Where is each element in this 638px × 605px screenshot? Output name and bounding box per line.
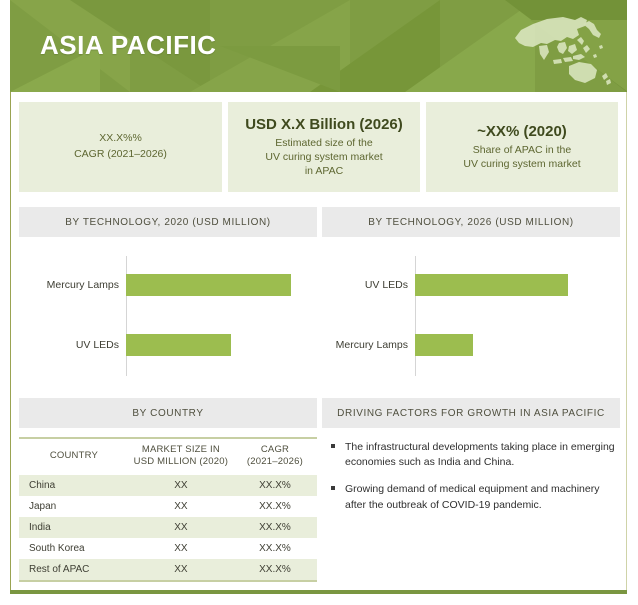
bar-label: UV LEDs [364, 279, 408, 291]
table-row: South Korea XX XX.X% [19, 537, 317, 559]
poly-facet [10, 46, 100, 92]
stat-share-line2: UV curing system market [463, 157, 581, 170]
cell-cagr: XX.X% [259, 521, 291, 533]
poly-facet [220, 46, 340, 92]
section-header-by-country: BY COUNTRY [19, 398, 317, 428]
stat-market-size-line1: Estimated size of the [275, 136, 373, 149]
summary-stats-row: XX.X%% CAGR (2021–2026) USD X.X Billion … [11, 102, 626, 192]
column-header-market-size: MARKET SIZE IN USD MILLION (2020) [129, 439, 233, 475]
cell-cagr: XX.X% [259, 563, 291, 575]
chart-technology-2026: UV LEDs Mercury Lamps [322, 248, 620, 383]
bar-uv-leds-2020 [126, 334, 231, 356]
section-header-technology-2020: BY TECHNOLOGY, 2020 (USD MILLION) [19, 207, 317, 237]
cell-cagr: XX.X% [259, 500, 291, 512]
stat-card-market-size: USD X.X Billion (2026) Estimated size of… [228, 102, 420, 192]
table-header-row: COUNTRY MARKET SIZE IN USD MILLION (2020… [19, 439, 317, 475]
bar-label: Mercury Lamps [46, 279, 119, 291]
asia-pacific-map-icon [515, 17, 611, 85]
stat-card-share: ~XX% (2020) Share of APAC in the UV curi… [426, 102, 618, 192]
cell-cagr: XX.X% [259, 479, 291, 491]
cell-country: South Korea [29, 542, 85, 554]
cell-market-size: XX [174, 563, 188, 575]
country-market-table: COUNTRY MARKET SIZE IN USD MILLION (2020… [19, 437, 317, 582]
cell-country: Japan [29, 500, 57, 512]
bar-mercury-lamps-2020 [126, 274, 291, 296]
stat-share-line1: Share of APAC in the [472, 143, 572, 156]
column-header-cagr-line1: CAGR [260, 444, 290, 455]
cell-country: Rest of APAC [29, 563, 90, 575]
header-banner: ASIA PACIFIC [10, 0, 627, 92]
bar-mercury-lamps-2026 [415, 334, 473, 356]
table-row: India XX XX.X% [19, 516, 317, 538]
stat-market-size-line2: UV curing system market [265, 150, 383, 163]
bar-label: UV LEDs [75, 339, 119, 351]
cell-market-size: XX [174, 521, 188, 533]
bar-row: Mercury Lamps [19, 274, 291, 296]
column-header-market-size-line1: MARKET SIZE IN [141, 444, 220, 455]
section-header-driving-factors: DRIVING FACTORS FOR GROWTH IN ASIA PACIF… [322, 398, 620, 428]
table-row: China XX XX.X% [19, 474, 317, 496]
column-header-market-size-line2: USD MILLION (2020) [133, 456, 229, 468]
bar-row: UV LEDs [322, 274, 568, 296]
list-item: The infrastructural developments taking … [330, 440, 620, 470]
chart-axis-line [126, 256, 127, 376]
section-header-technology-2026: BY TECHNOLOGY, 2026 (USD MILLION) [322, 207, 620, 237]
square-bullet-icon [331, 444, 335, 448]
bar-row: UV LEDs [19, 334, 231, 356]
chart-technology-2020: Mercury Lamps UV LEDs [19, 248, 317, 383]
table-row: Japan XX XX.X% [19, 495, 317, 517]
cell-market-size: XX [174, 542, 188, 554]
driving-factor-text: The infrastructural developments taking … [345, 441, 615, 469]
table-row: Rest of APAC XX XX.X% [19, 558, 317, 580]
stat-share-value: ~XX% (2020) [477, 122, 567, 140]
column-header-cagr-line2: (2021–2026) [246, 456, 304, 468]
frame-border-left [10, 92, 11, 594]
stat-market-size-line3: in APAC [304, 164, 344, 177]
stat-cagr-value: XX.X%% [99, 132, 142, 145]
cell-market-size: XX [174, 479, 188, 491]
driving-factor-text: Growing demand of medical equipment and … [345, 483, 600, 511]
list-item: Growing demand of medical equipment and … [330, 482, 620, 512]
bar-uv-leds-2026 [415, 274, 568, 296]
square-bullet-icon [331, 486, 335, 491]
chart-axis-line [415, 256, 416, 376]
cell-cagr: XX.X% [259, 542, 291, 554]
stat-card-cagr: XX.X%% CAGR (2021–2026) [19, 102, 222, 192]
cell-country: China [29, 479, 56, 491]
stat-cagr-label: CAGR (2021–2026) [74, 148, 167, 161]
cell-market-size: XX [174, 500, 188, 512]
driving-factors-list: The infrastructural developments taking … [330, 440, 620, 525]
stat-market-size-value: USD X.X Billion (2026) [245, 115, 403, 133]
frame-border-right [626, 92, 627, 594]
bar-row: Mercury Lamps [322, 334, 473, 356]
column-header-country: COUNTRY [49, 450, 99, 462]
page-title: ASIA PACIFIC [40, 30, 217, 60]
cell-country: India [29, 521, 51, 533]
column-header-cagr: CAGR (2021–2026) [233, 439, 317, 475]
frame-border-bottom [10, 590, 627, 594]
bar-label: Mercury Lamps [335, 339, 408, 351]
